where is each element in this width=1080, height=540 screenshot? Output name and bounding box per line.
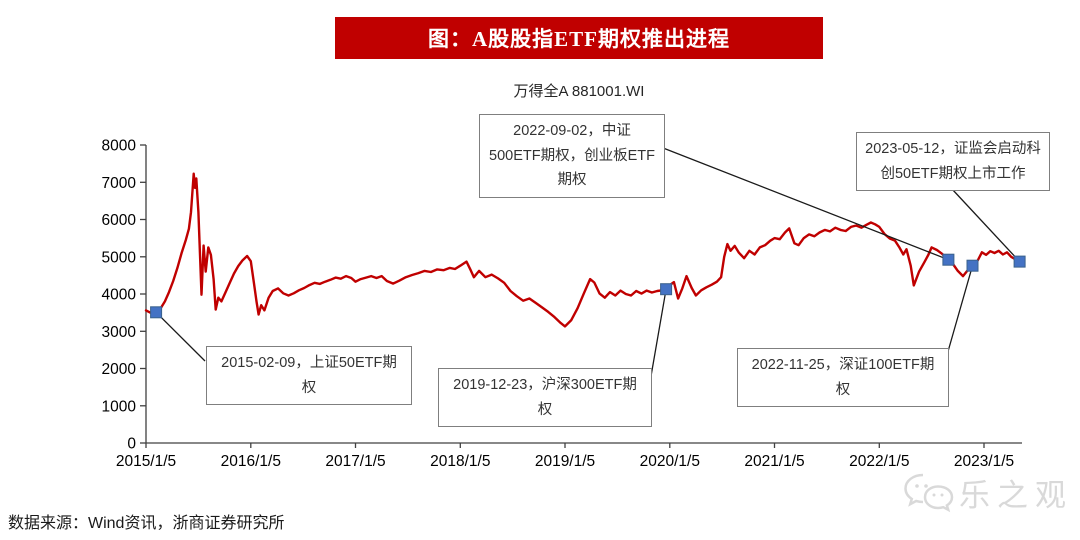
y-tick-label: 4000: [102, 287, 137, 304]
figure-title-banner: 图：A股股指ETF期权推出进程: [335, 17, 823, 59]
leader-line: [944, 265, 974, 363]
x-tick-label: 2020/1/5: [640, 453, 700, 470]
chart-subtitle: 万得全A 881001.WI: [513, 83, 645, 100]
price-line: [144, 172, 1023, 328]
annotation-box-2023-05-12: 2023-05-12，证监会启动科创50ETF期权上市工作: [856, 132, 1050, 192]
y-tick-label: 0: [127, 436, 136, 453]
y-tick-label: 6000: [102, 212, 137, 229]
leader-line: [155, 311, 206, 362]
y-tick-label: 2000: [102, 361, 137, 378]
annotation-box-2015-02-09: 2015-02-09，上证50ETF期权: [206, 346, 412, 406]
leader-line: [649, 289, 667, 383]
x-tick-label: 2021/1/5: [744, 453, 804, 470]
y-tick-label: 5000: [102, 249, 137, 266]
leader-line: [951, 188, 1021, 263]
x-tick-label: 2017/1/5: [325, 453, 385, 470]
figure-title: 图：A股股指ETF期权推出进程: [427, 27, 730, 51]
x-tick-label: 2022/1/5: [849, 453, 909, 470]
y-tick-label: 7000: [102, 175, 137, 192]
annotation-box-2022-09-02: 2022-09-02，中证500ETF期权，创业板ETF期权: [479, 114, 665, 198]
x-tick-label: 2019/1/5: [535, 453, 595, 470]
x-tick-label: 2016/1/5: [221, 453, 281, 470]
annotation-box-2019-12-23: 2019-12-23，沪深300ETF期权: [438, 368, 652, 428]
annotation-box-2022-11-25: 2022-11-25，深证100ETF期权: [737, 348, 949, 408]
leader-line: [657, 145, 949, 261]
watermark-text: 乐之观: [959, 478, 1073, 513]
event-marker: [150, 306, 163, 319]
y-tick-label: 3000: [102, 324, 137, 341]
event-marker: [1013, 255, 1026, 268]
wechat-icon: [904, 473, 954, 512]
x-tick-label: 2015/1/5: [116, 453, 176, 470]
y-tick-label: 1000: [102, 398, 137, 415]
source-note: 数据来源：Wind资讯，浙商证券研究所: [8, 515, 285, 532]
x-tick-label: 2018/1/5: [430, 453, 490, 470]
event-marker: [660, 283, 673, 296]
y-tick-label: 8000: [102, 138, 137, 155]
event-marker: [942, 253, 955, 266]
x-tick-label: 2023/1/5: [954, 453, 1014, 470]
watermark: 乐之观: [902, 470, 1073, 515]
event-marker: [966, 259, 979, 272]
